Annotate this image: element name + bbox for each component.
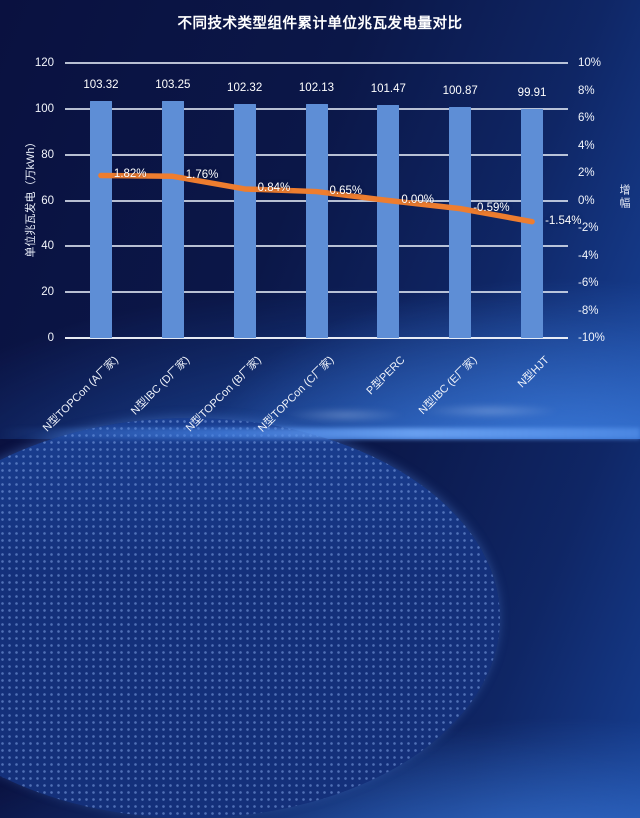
line-point-label: 0.65%	[329, 184, 363, 197]
bar-value-label: 101.47	[370, 83, 406, 96]
line-point-label: 0.84%	[257, 181, 291, 194]
decor-dotted-dome	[0, 418, 500, 818]
right-axis-tick: -6%	[578, 277, 599, 289]
bar	[449, 106, 472, 338]
line-point-label: -1.54%	[545, 214, 582, 227]
bar-value-label: 102.13	[298, 81, 335, 94]
bar	[377, 105, 400, 338]
right-axis-title: 增幅	[618, 184, 630, 210]
line-point-label: 1.76%	[185, 169, 219, 182]
left-axis-tick: 20	[41, 286, 54, 299]
right-axis-tick: -8%	[578, 304, 599, 317]
right-axis-tick: 6%	[578, 112, 595, 124]
chart-title: 不同技术类型组件累计单位兆瓦发电量对比	[177, 16, 463, 32]
left-axis-tick: 80	[41, 148, 54, 161]
left-axis-tick: 40	[41, 240, 54, 253]
left-axis-tick: 0	[47, 332, 54, 344]
right-axis-tick: 4%	[578, 139, 595, 152]
left-axis-tick: 120	[34, 57, 54, 69]
x-axis-label: N型TOPCon (A厂家)	[40, 354, 121, 435]
left-axis-tick: 60	[41, 194, 54, 207]
trend-line	[98, 172, 535, 225]
right-axis-tick: 0%	[578, 194, 595, 207]
bar-value-label: 103.32	[83, 79, 119, 92]
bar	[89, 101, 112, 338]
bar	[233, 103, 256, 338]
right-axis-tick: -10%	[578, 332, 605, 344]
x-axis-label: P型PERC	[364, 354, 408, 398]
gridline	[65, 62, 568, 64]
x-axis-label: N型HJT	[515, 354, 552, 391]
x-axis-label: N型TOPCon (C厂家)	[255, 354, 337, 435]
right-axis-tick: 8%	[578, 84, 595, 97]
line-point-label: -0.59%	[473, 201, 510, 214]
x-axis-label: N型IBC (D厂家)	[129, 354, 193, 418]
decor-bottom-glow	[0, 428, 640, 439]
decor-light-streak	[420, 404, 560, 418]
right-axis-tick: -2%	[578, 222, 599, 234]
gridline	[65, 337, 568, 339]
decor-light-streak	[285, 408, 405, 422]
line-point-label: 0.00%	[401, 193, 434, 206]
bar	[161, 101, 184, 338]
right-axis-tick: 10%	[578, 57, 602, 69]
chart-panel: 不同技术类型组件累计单位兆瓦发电量对比 单位兆瓦发电（万kWh） 增幅 120 1…	[0, 16, 640, 818]
right-axis-tick: -4%	[578, 249, 599, 262]
bar-value-label: 102.32	[227, 81, 263, 94]
left-axis-tick: 100	[34, 102, 54, 115]
bar-value-label: 103.25	[155, 79, 191, 92]
line-point-label: 1.82%	[113, 168, 147, 181]
bar-value-label: 100.87	[442, 84, 478, 97]
right-axis-tick: 2%	[578, 167, 595, 179]
bar-value-label: 99.91	[517, 87, 547, 100]
bar	[305, 103, 328, 338]
